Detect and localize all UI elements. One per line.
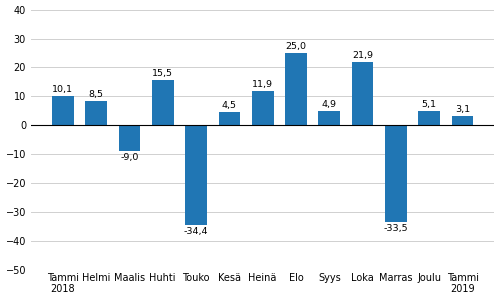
Bar [252,91,274,125]
Bar [118,125,141,152]
Text: 11,9: 11,9 [252,80,273,89]
Text: 10,1: 10,1 [52,85,74,94]
Bar [218,112,240,125]
Bar [52,96,74,125]
Text: 4,5: 4,5 [222,101,237,110]
Text: 21,9: 21,9 [352,51,373,60]
Bar [385,125,407,222]
Text: 15,5: 15,5 [152,69,173,78]
Text: 25,0: 25,0 [286,42,306,51]
Bar [452,116,473,125]
Text: 8,5: 8,5 [88,90,104,99]
Text: -34,4: -34,4 [184,227,208,236]
Text: 4,9: 4,9 [322,100,337,109]
Bar [285,53,307,125]
Bar [185,125,207,225]
Bar [352,62,374,125]
Text: 3,1: 3,1 [455,105,470,114]
Text: 5,1: 5,1 [422,100,436,109]
Text: -33,5: -33,5 [384,224,408,233]
Bar [152,80,174,125]
Bar [418,111,440,125]
Text: -9,0: -9,0 [120,153,139,162]
Bar [318,111,340,125]
Bar [86,101,107,125]
